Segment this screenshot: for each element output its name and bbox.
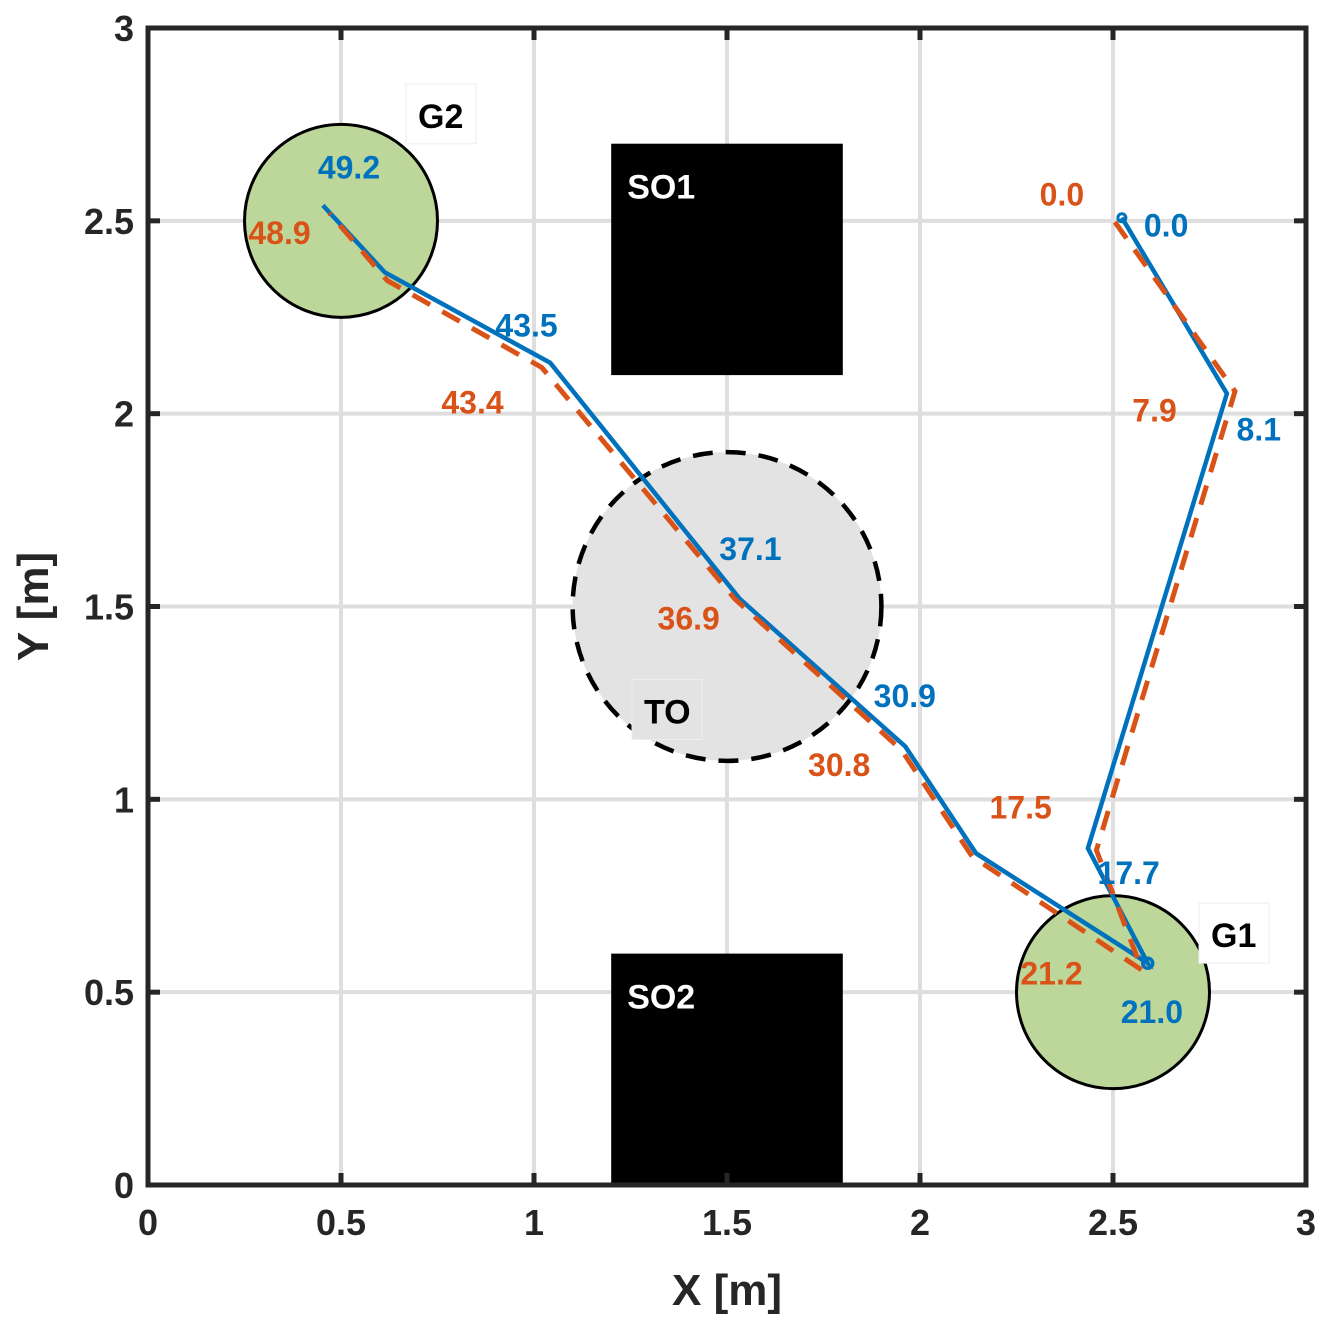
time-annotations: 0.0 8.1 17.7 21.0 30.9 37.1 43.5 49.2 0.0 7.9 17.5…: [248, 149, 1281, 1030]
annotation-orange-7-9: 7.9: [1132, 392, 1176, 428]
annotation-blue-8-1: 8.1: [1237, 412, 1281, 448]
annotation-orange-30-8: 30.8: [808, 747, 870, 783]
y-tick-label: 2.5: [84, 201, 134, 242]
annotation-blue-0-0: 0.0: [1144, 207, 1188, 243]
blue-start-marker: [1116, 212, 1128, 224]
annotation-blue-43-5: 43.5: [495, 308, 557, 344]
x-tick-label: 2.5: [1088, 1202, 1138, 1243]
x-tick-label: 1: [524, 1202, 544, 1243]
region-label-box-g1: [1198, 902, 1270, 964]
annotation-blue-30-9: 30.9: [874, 678, 936, 714]
obstacles: [611, 143, 843, 1185]
trajectories: [321, 203, 1238, 977]
annotation-blue-17-7: 17.7: [1098, 855, 1160, 891]
annotation-orange-36-9: 36.9: [658, 601, 720, 637]
x-tick-label: 0: [138, 1202, 158, 1243]
obstacle-label-so2: SO2: [627, 979, 695, 1017]
annotation-orange-0-0: 0.0: [1040, 176, 1084, 212]
y-tick-label: 1: [114, 779, 134, 820]
region-labels: SO1 SO2 TO G1 G2: [405, 83, 1270, 1017]
x-tick-label: 3: [1296, 1202, 1316, 1243]
annotation-blue-49-2: 49.2: [318, 149, 380, 185]
obstacle-so1: [611, 143, 843, 376]
annotation-orange-48-9: 48.9: [248, 215, 310, 251]
y-tick-label: 3: [114, 8, 134, 49]
region-label-box-g2: [405, 83, 477, 145]
x-tick-label: 2: [910, 1202, 930, 1243]
blue-goal-marker: [1140, 956, 1155, 970]
region-label-to: TO: [644, 694, 691, 732]
y-tick-label: 2: [114, 394, 134, 435]
annotation-blue-21-0: 21.0: [1121, 994, 1183, 1030]
annotation-orange-17-5: 17.5: [989, 790, 1051, 826]
annotation-orange-43-4: 43.4: [441, 385, 503, 421]
region-label-box-to: [631, 679, 703, 740]
region-label-g2: G2: [418, 98, 463, 136]
y-tick-label: 0.5: [84, 972, 134, 1013]
region-to: [570, 449, 884, 764]
y-axis-title: Y [m]: [9, 552, 58, 661]
y-tick-label: 0: [114, 1165, 134, 1206]
x-axis-title: X [m]: [672, 1266, 782, 1315]
region-label-g1: G1: [1211, 917, 1256, 955]
orange-trajectory-line: [327, 211, 1238, 977]
annotation-orange-21-2: 21.2: [1020, 955, 1082, 991]
region-g1: [1015, 894, 1211, 1091]
x-tick-label: 1.5: [702, 1202, 752, 1243]
blue-trajectory-line: [321, 203, 1230, 970]
y-tick-label: 1.5: [84, 587, 134, 628]
obstacle-label-so1: SO1: [627, 169, 695, 207]
annotation-blue-37-1: 37.1: [719, 531, 781, 567]
region-g2: [243, 122, 439, 319]
obstacle-so2: [611, 953, 843, 1185]
axes: 0 0.5 1 1.5 2 2.5 3 0 0.5 1 1.5 2 2.5 3: [84, 8, 1316, 1243]
x-tick-label: 0.5: [316, 1202, 366, 1243]
